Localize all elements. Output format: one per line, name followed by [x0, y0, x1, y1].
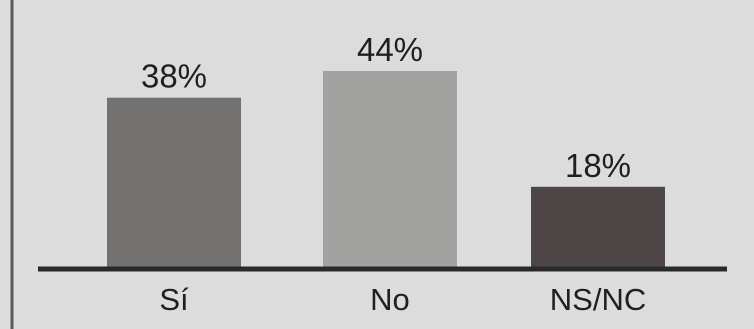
value-label-1: 38%: [141, 58, 207, 95]
bar-2: [323, 70, 457, 267]
labels-group: 38% Sí 44% No 18% NS/NC: [141, 31, 646, 317]
category-label-2: No: [370, 282, 410, 317]
bar-1: [107, 97, 241, 268]
category-label-3: NS/NC: [550, 282, 646, 317]
category-label-1: Sí: [159, 282, 189, 317]
bar-3: [531, 186, 665, 267]
value-label-3: 18%: [565, 147, 631, 184]
bars-group: [107, 70, 665, 268]
value-label-2: 44%: [357, 31, 423, 68]
